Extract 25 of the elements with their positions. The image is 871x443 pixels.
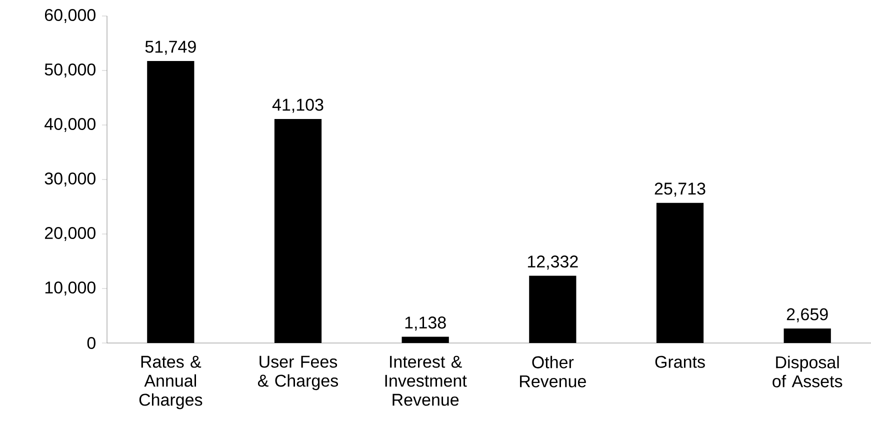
bar (529, 276, 576, 343)
x-tick-label: Disposal of Assets (772, 356, 842, 388)
y-tick-label: 0 (87, 336, 96, 350)
y-tick-label: 10,000 (45, 281, 96, 296)
x-tick-label: Other Revenue (520, 356, 586, 388)
y-tick-label: 60,000 (44, 8, 96, 24)
x-tick-label: User Fees & Charges (258, 356, 338, 390)
data-label: 12,332 (528, 256, 578, 270)
data-label: 2,659 (786, 308, 828, 322)
data-label: 51,749 (145, 40, 196, 55)
y-tick-label: 50,000 (44, 63, 96, 78)
data-label: 25,713 (654, 182, 706, 197)
bar (274, 118, 322, 343)
bar (784, 328, 831, 343)
y-tick-label: 40,000 (44, 118, 96, 132)
x-tick-label: Grants (655, 356, 705, 368)
x-tick-label: Rates & Annual Charges (139, 356, 202, 410)
data-label: 1,138 (405, 316, 446, 331)
bar (147, 60, 194, 343)
bar (402, 336, 449, 343)
x-tick-label: Interest & Investment Revenue (385, 356, 467, 406)
bar (656, 202, 704, 343)
y-tick-label: 30,000 (44, 172, 96, 187)
y-tick-label: 20,000 (44, 226, 96, 242)
data-label: 41,103 (272, 98, 324, 113)
